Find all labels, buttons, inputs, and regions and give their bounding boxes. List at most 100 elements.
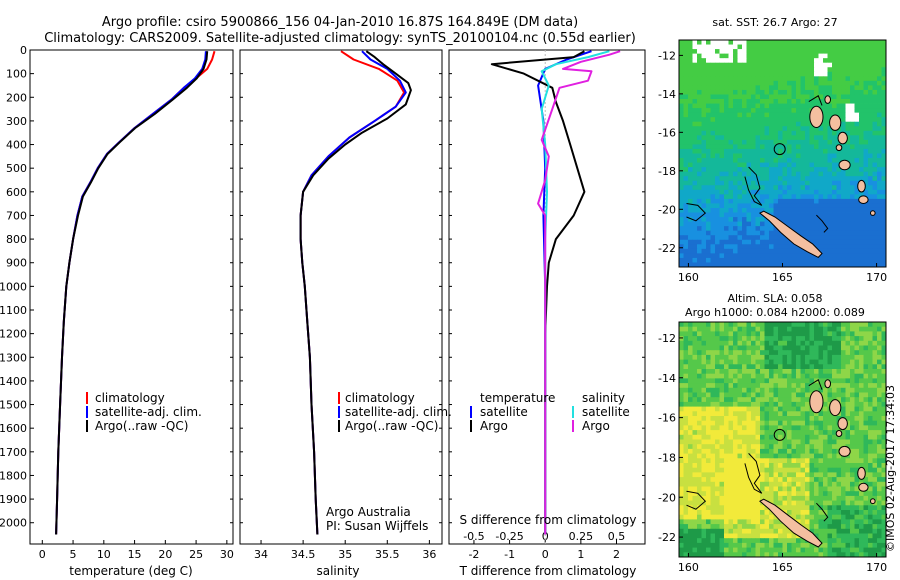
map-cell	[818, 158, 824, 163]
map-cell	[719, 171, 725, 177]
map-cell	[751, 331, 756, 337]
map-cell	[773, 71, 779, 77]
map-cell	[742, 495, 747, 501]
map-cell	[845, 392, 851, 398]
map-cell	[715, 89, 720, 95]
map-cell	[836, 340, 842, 346]
map-cell	[751, 434, 756, 440]
map-cell	[719, 126, 725, 132]
map-cell	[809, 221, 815, 227]
map-cell	[751, 130, 756, 136]
map-cell	[791, 472, 797, 478]
map-cell	[697, 331, 702, 337]
map-cell	[800, 430, 806, 436]
map-cell	[845, 248, 851, 254]
x-tick-label: 30	[220, 548, 234, 561]
map-cell	[724, 62, 729, 68]
map-cell	[737, 425, 743, 431]
map-cell	[778, 49, 783, 55]
map-cell	[769, 345, 774, 351]
map-cell	[854, 463, 860, 469]
map-cell	[760, 378, 765, 384]
map-cell	[746, 185, 752, 191]
map-cell	[863, 350, 869, 356]
map-cell	[823, 121, 828, 127]
map-cell	[800, 158, 806, 163]
map-cell	[877, 194, 882, 200]
map-cell	[877, 369, 882, 375]
map-cell	[850, 467, 855, 473]
map-cell	[800, 176, 806, 182]
map-cell	[841, 359, 846, 365]
map-cell	[760, 453, 765, 459]
map-cell	[827, 257, 833, 263]
map-cell	[742, 53, 747, 59]
map-cell	[818, 430, 824, 436]
map-cell	[715, 411, 720, 417]
map-cell	[692, 235, 698, 241]
map-cell	[782, 481, 788, 487]
map-cell	[697, 180, 702, 186]
map-cell	[863, 257, 869, 263]
map-cell	[728, 40, 734, 45]
map-cell	[872, 180, 878, 186]
map-cell	[863, 217, 869, 222]
map-cell	[737, 53, 743, 59]
map-cell	[715, 76, 720, 82]
map-cell	[827, 369, 833, 375]
map-cell	[854, 359, 860, 365]
map-cell	[881, 248, 887, 254]
map-cell	[796, 171, 801, 177]
map-cell	[733, 148, 738, 154]
map-cell	[827, 40, 833, 45]
map-cell	[823, 495, 828, 501]
map-cell	[818, 221, 824, 227]
map-cell	[877, 326, 882, 332]
map-cell	[764, 207, 770, 213]
map-cell	[868, 89, 873, 95]
map-cell	[728, 162, 734, 168]
map-cell	[782, 130, 788, 136]
map-cell	[679, 71, 684, 77]
map-cell	[814, 217, 819, 222]
map-cell	[800, 411, 806, 417]
map-cell	[823, 103, 828, 109]
map-cell	[764, 239, 770, 245]
map-cell	[760, 257, 765, 263]
map-cell	[764, 524, 770, 530]
map-cell	[791, 217, 797, 222]
map-cell	[692, 153, 698, 159]
island-vanuatu	[829, 114, 842, 131]
island-vanuatu	[838, 159, 851, 171]
map-cell	[679, 58, 684, 64]
map-cell	[751, 103, 756, 109]
map-cell	[881, 547, 887, 553]
map-cell	[805, 53, 810, 59]
map-cell	[706, 230, 711, 236]
map-cell	[787, 538, 792, 544]
map-cell	[769, 99, 774, 104]
map-cell	[845, 359, 851, 365]
map-cell	[764, 472, 770, 478]
map-cell	[787, 103, 792, 109]
map-cell	[850, 235, 855, 241]
map-cell	[782, 89, 788, 95]
map-cell	[728, 387, 734, 393]
map-cell	[809, 491, 815, 497]
map-cell	[836, 67, 842, 73]
map-cell	[863, 144, 869, 150]
map-cell	[881, 257, 887, 263]
map-cell	[787, 148, 792, 154]
map-cell	[841, 434, 846, 440]
map-cell	[710, 486, 716, 492]
map-cell	[859, 448, 864, 454]
map-cell	[881, 53, 887, 59]
map-cell	[787, 359, 792, 365]
map-cell	[688, 477, 693, 483]
map-cell	[760, 359, 765, 365]
map-cell	[773, 392, 779, 398]
map-cell	[841, 235, 846, 241]
map-cell	[823, 547, 828, 553]
map-cell	[827, 171, 833, 177]
map-cell	[859, 121, 864, 127]
